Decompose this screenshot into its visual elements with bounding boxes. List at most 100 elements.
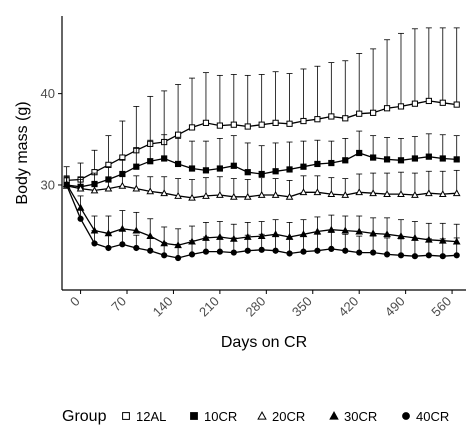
data-point [104,184,113,192]
data-point [328,245,335,252]
data-point [300,117,307,125]
data-point [328,113,335,120]
legend-label: 10CR [204,409,237,424]
legend-label: 20CR [272,409,305,424]
axes [61,16,466,291]
data-point [188,124,196,131]
x-tick-label: 280 [242,294,268,320]
data-point [369,189,377,197]
data-point [230,162,237,169]
legend-item-40cr: 40CR [402,409,449,424]
data-point [356,110,363,117]
data-point [90,186,99,194]
data-point [257,190,266,198]
legend-label: 30CR [344,409,377,424]
data-point [314,160,321,168]
legend-key [257,411,267,420]
data-point [425,189,433,197]
data-point [161,252,168,259]
data-point [411,253,419,260]
data-point [370,109,377,116]
data-point [356,149,363,157]
data-point [174,160,182,168]
data-point [453,252,460,259]
data-point [77,215,84,222]
data-point [272,119,279,126]
x-tick-label: 0 [67,294,83,310]
data-point [146,187,155,195]
data-point [174,191,182,199]
data-point [258,246,265,253]
data-point [63,181,70,189]
data-point [286,120,293,127]
data-point [327,190,336,197]
data-point [202,248,210,255]
data-point [133,244,140,252]
x-tick-label: 350 [289,294,315,320]
data-point [258,170,265,178]
data-point [383,105,391,112]
legend-key [190,412,198,420]
data-point [285,192,294,200]
data-point [452,189,461,197]
y-tick-label: 30 [41,177,55,192]
data-point [341,190,350,198]
data-point [230,249,237,256]
data-point [425,153,432,160]
data-point [174,131,182,138]
y-axis-title: Body mass (g) [14,101,31,204]
legend-label: 40CR [416,409,449,424]
data-point [342,247,349,254]
data-point [342,115,349,122]
data-point [188,165,196,172]
legend-title: Group [62,408,107,425]
data-point [453,156,460,163]
data-point [188,251,196,258]
legend-item-10cr: 10CR [190,409,237,424]
data-point [383,230,391,238]
data-point [397,252,405,259]
data-point [216,190,224,198]
series-12al [63,27,460,184]
data-point [439,253,446,260]
series-20cr [62,169,461,201]
data-point [91,240,98,247]
y-tick-label: 40 [41,86,55,101]
data-point [258,121,265,128]
data-point [272,247,279,254]
data-point [286,250,293,257]
legend-key [122,412,130,420]
legend-key [329,411,339,420]
data-point [411,100,419,107]
data-point [411,155,419,162]
data-point [383,156,391,163]
x-tick-label: 140 [150,294,176,320]
data-point [397,157,405,164]
legend-item-20cr: 20CR [257,409,305,424]
legend: Group 12AL 10CR 20CR 30CR 40CR [62,408,449,425]
data-point [439,99,446,106]
data-point [370,249,377,256]
data-point [313,188,322,196]
x-tick-label: 560 [428,294,454,320]
data-point [370,154,377,161]
data-point [286,166,293,173]
series-40cr [63,177,460,262]
data-point [118,181,127,189]
legend-label: 12AL [136,409,166,424]
legend-item-30cr: 30CR [329,409,377,424]
data-point [383,251,391,258]
data-point [355,188,364,196]
data-point [425,97,432,105]
data-point [299,188,308,196]
data-point [453,101,460,108]
data-point [188,193,196,201]
legend-item-12al: 12AL [122,409,166,424]
data-point [300,248,307,255]
data-point [411,190,419,198]
data-point [243,192,252,200]
series-10cr [63,130,460,190]
data-point [174,254,182,262]
data-point [356,249,363,256]
